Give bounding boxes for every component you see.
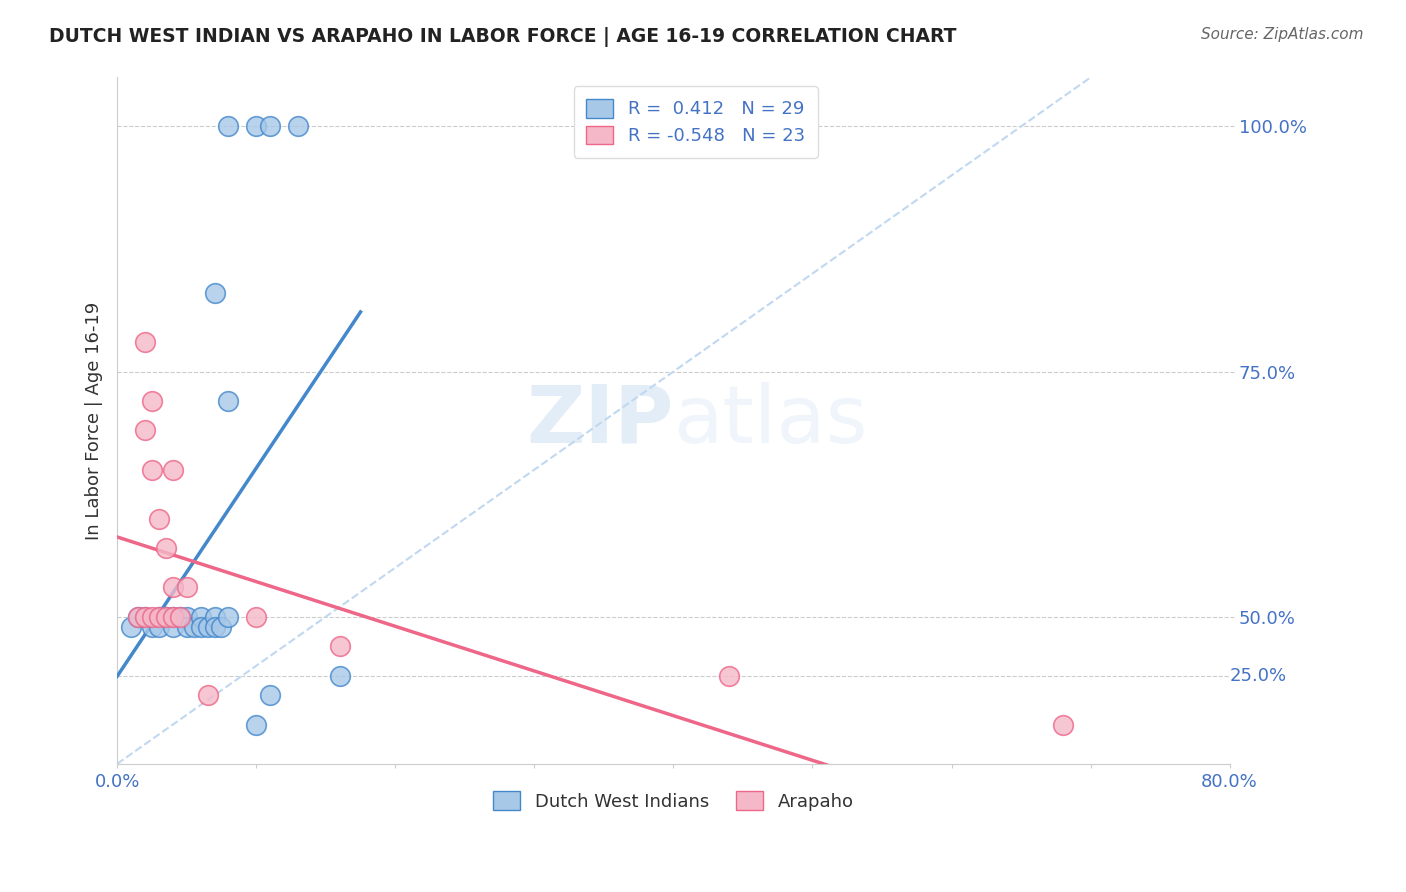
Point [204, 619, 226, 633]
Text: DUTCH WEST INDIAN VS ARAPAHO IN LABOR FORCE | AGE 16-19 CORRELATION CHART: DUTCH WEST INDIAN VS ARAPAHO IN LABOR FO… [49, 27, 956, 46]
Point [141, 394, 163, 409]
Point [176, 619, 198, 633]
Point [259, 120, 281, 134]
Point [190, 609, 212, 624]
Point [134, 609, 156, 624]
Text: 25.0%: 25.0% [1230, 666, 1286, 684]
Point [134, 609, 156, 624]
Point [141, 463, 163, 477]
Y-axis label: In Labor Force | Age 16-19: In Labor Force | Age 16-19 [86, 301, 103, 540]
Point [162, 580, 184, 594]
Point [259, 688, 281, 702]
Point [204, 286, 226, 301]
Point [141, 619, 163, 633]
Point [169, 609, 191, 624]
Point [127, 609, 149, 624]
Point [176, 609, 198, 624]
Point [120, 619, 142, 633]
Legend: Dutch West Indians, Arapaho: Dutch West Indians, Arapaho [481, 779, 866, 823]
Point [176, 580, 198, 594]
Point [217, 120, 239, 134]
Point [155, 541, 177, 555]
Point [329, 668, 352, 682]
Point [155, 609, 177, 624]
Point [197, 688, 219, 702]
Point [141, 609, 163, 624]
Point [245, 609, 267, 624]
Point [197, 619, 219, 633]
Point [162, 619, 184, 633]
Point [217, 609, 239, 624]
Point [162, 609, 184, 624]
Point [217, 394, 239, 409]
Point [148, 619, 170, 633]
Point [148, 511, 170, 525]
Point [211, 619, 233, 633]
Point [190, 619, 212, 633]
Text: ZIP: ZIP [526, 382, 673, 459]
Point [127, 609, 149, 624]
Text: atlas: atlas [673, 382, 868, 459]
Point [162, 609, 184, 624]
Point [204, 609, 226, 624]
Point [148, 609, 170, 624]
Point [245, 717, 267, 731]
Point [148, 609, 170, 624]
Point [287, 120, 309, 134]
Point [134, 335, 156, 350]
Point [169, 609, 191, 624]
Point [245, 120, 267, 134]
Point [162, 463, 184, 477]
Point [134, 424, 156, 438]
Point [155, 609, 177, 624]
Point [183, 619, 205, 633]
Point [329, 639, 352, 653]
Point [718, 668, 741, 682]
Point [1052, 717, 1074, 731]
Text: Source: ZipAtlas.com: Source: ZipAtlas.com [1201, 27, 1364, 42]
